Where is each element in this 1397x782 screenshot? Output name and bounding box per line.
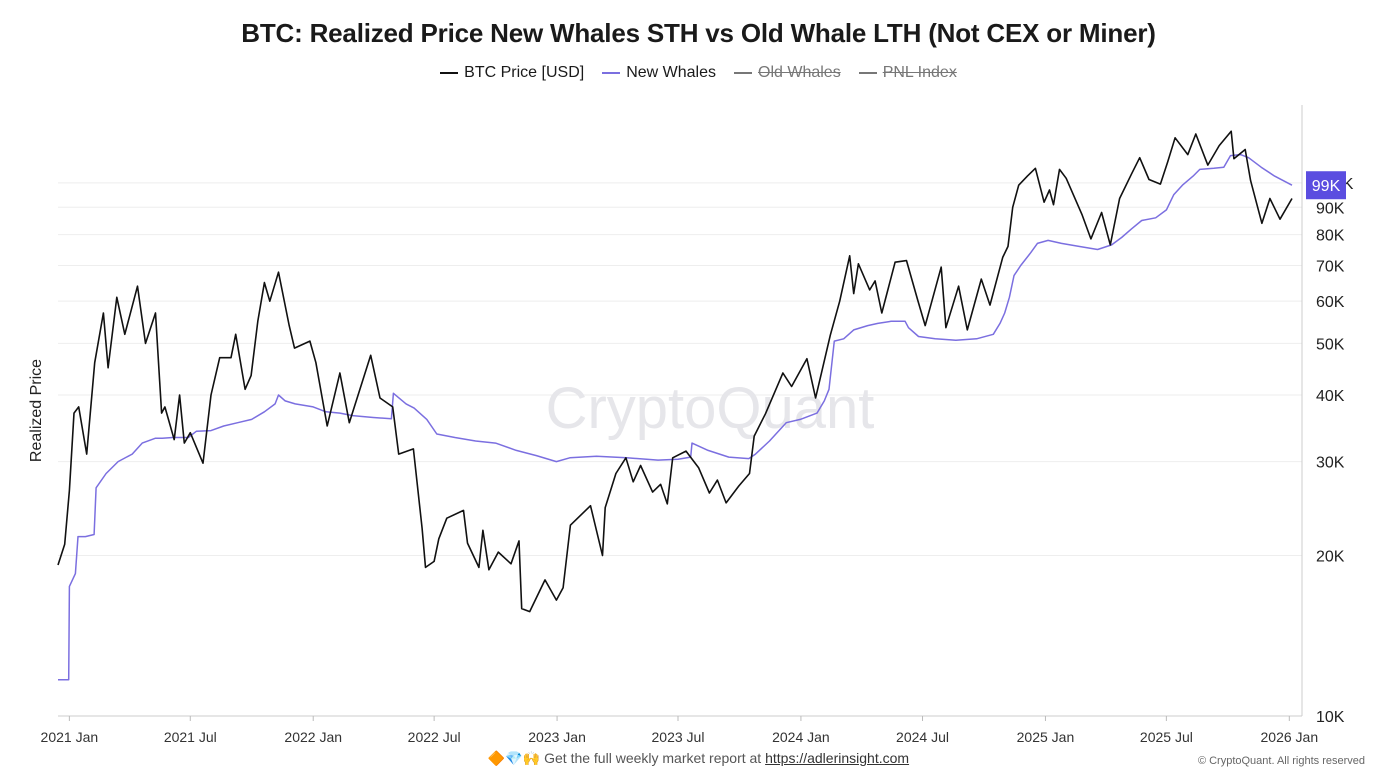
x-tick-label: 2023 Jan: [528, 729, 586, 745]
y-tick-label: 90K: [1316, 200, 1345, 217]
footer-link[interactable]: https://adlerinsight.com: [765, 750, 910, 766]
y-tick-label: 60K: [1316, 294, 1345, 311]
y-tick-label: 80K: [1316, 228, 1345, 245]
y-tick-label: 10K: [1316, 709, 1345, 726]
legend-item-old-whales[interactable]: Old Whales: [734, 64, 841, 82]
series-line-btc-price[interactable]: [57, 130, 1293, 613]
chart-title: BTC: Realized Price New Whales STH vs Ol…: [241, 18, 1156, 48]
y-axis-title: Realized Price: [28, 359, 45, 462]
legend-label: PNL Index: [882, 64, 957, 81]
legend-label: New Whales: [626, 64, 716, 81]
y-tick-label: 40K: [1316, 388, 1345, 405]
x-tick-label: 2021 Jan: [41, 729, 99, 745]
legend-item-new-whales[interactable]: New Whales: [602, 64, 716, 82]
legend-swatch-pnl-index: [858, 72, 877, 74]
y-tick-label: 20K: [1316, 549, 1345, 566]
x-tick-label: 2021 Jul: [164, 729, 217, 745]
legend-swatch-btc-price: [440, 72, 459, 74]
legend-swatch-new-whales: [602, 72, 621, 74]
current-value-label: 99K: [1312, 178, 1341, 195]
x-tick-label: 2022 Jan: [284, 729, 342, 745]
legend-swatch-old-whales: [734, 72, 752, 74]
x-tick-label: 2022 Jul: [408, 729, 461, 745]
x-tick-label: 2024 Jan: [772, 729, 830, 745]
y-tick-label: 70K: [1316, 258, 1345, 275]
watermark-text: CryptoQuant: [546, 376, 875, 441]
x-tick-label: 2024 Jul: [896, 729, 949, 745]
x-tick-label: 2025 Jan: [1017, 729, 1075, 745]
copyright-text: © CryptoQuant. All rights reserved: [1197, 755, 1365, 767]
chart-legend: BTC Price [USD] New Whales Old Whales PN…: [0, 64, 1397, 82]
footer-emojis: 🔶💎🙌: [487, 750, 541, 766]
legend-item-pnl-index[interactable]: PNL Index: [858, 64, 957, 82]
x-tick-label: 2023 Jul: [652, 729, 705, 745]
footer-text: Get the full weekly market report at: [544, 750, 762, 766]
y-tick-label: 50K: [1316, 336, 1345, 353]
footer: 🔶💎🙌 Get the full weekly market report at…: [0, 750, 1397, 767]
series-line-new-whales[interactable]: [58, 153, 1293, 681]
legend-item-btc-price[interactable]: BTC Price [USD]: [440, 64, 584, 82]
legend-label: BTC Price [USD]: [464, 64, 585, 81]
y-tick-label: 30K: [1316, 455, 1345, 472]
legend-label: Old Whales: [758, 64, 841, 81]
x-tick-label: 2026 Jan: [1261, 729, 1319, 745]
current-value-badge: [1306, 171, 1346, 200]
x-tick-label: 2025 Jul: [1140, 729, 1193, 745]
